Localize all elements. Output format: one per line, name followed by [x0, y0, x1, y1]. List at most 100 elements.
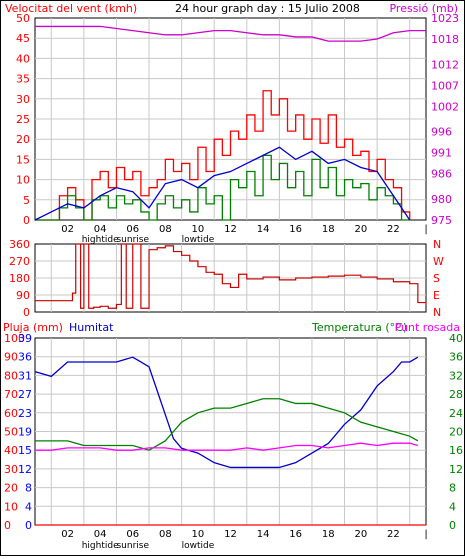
temperature-tick-label: 32: [449, 369, 463, 382]
x-tick-label: 02: [61, 224, 74, 235]
wind-tick-label: 0: [23, 214, 30, 227]
x-tick-label: 12: [224, 224, 237, 235]
direction-tick-label: 360: [9, 238, 30, 251]
wind-tick-label: 40: [16, 52, 30, 65]
series-line-pressi-: [35, 25, 426, 42]
temperature-tick-label: 12: [449, 463, 463, 476]
pressure-tick-label: 996: [431, 126, 452, 139]
pressure-tick-label: 1023: [431, 12, 459, 25]
wind-tick-label: 15: [16, 153, 30, 166]
pressure-tick-label: 1018: [431, 33, 459, 46]
pressure-tick-label: 980: [431, 193, 452, 206]
x-tick-label: 14: [257, 529, 270, 540]
x-tick-label: 20: [354, 529, 367, 540]
humidity-tick-label: 12: [18, 463, 32, 476]
x-axis-ticks-top: 02 04 06 08 10 12 14 16 18 20 22 |: [61, 224, 427, 235]
x-tick-label: 02: [61, 529, 74, 540]
series-line-direction: [35, 243, 427, 309]
rain-tick-label: 90: [4, 351, 18, 364]
rain-tick-label: 0: [4, 519, 11, 532]
x-tick-label: 22: [387, 529, 400, 540]
pressure-title: Pressió (mb): [389, 2, 458, 15]
temperature-tick-label: 0: [449, 519, 456, 532]
x-tick-label: 04: [94, 529, 107, 540]
wind-tick-label: 50: [16, 12, 30, 25]
series-line-mitjana-vent: [34, 146, 411, 221]
x-tick-label: |: [424, 224, 427, 235]
x-tick-label: 08: [159, 529, 172, 540]
compass-tick-label: E: [433, 289, 440, 302]
direction-tick-label: 90: [16, 289, 30, 302]
pressure-axis-ticks: 1023 1018 1012 1007 1002 996 991 986 980 975: [431, 12, 459, 227]
x-tick-label: 10: [192, 224, 205, 235]
x-tick-label: 10: [192, 529, 205, 540]
humidity-tick-label: 36: [18, 351, 32, 364]
pressure-tick-label: 1002: [431, 100, 459, 113]
x-annotation-label: lowtide: [182, 235, 215, 245]
direction-tick-label: 180: [9, 272, 30, 285]
x-tick-label: 22: [387, 224, 400, 235]
direction-axis-ticks: 360 270 180 90 0: [9, 238, 30, 319]
rain-tick-label: 20: [4, 482, 18, 495]
compass-tick-label: N: [433, 238, 441, 251]
compass-tick-label: N: [433, 306, 441, 319]
x-tick-label: 20: [354, 224, 367, 235]
rain-tick-label: 60: [4, 407, 18, 420]
wind-panel-series: [34, 25, 426, 221]
direction-tick-label: 0: [23, 306, 30, 319]
humidity-tick-label: 27: [18, 388, 32, 401]
pressure-tick-label: 1007: [431, 79, 459, 92]
wind-title: Velocitat del vent (kmh): [5, 2, 137, 15]
x-annotation-label: hightide: [82, 235, 119, 245]
direction-tick-label: 270: [9, 255, 30, 268]
rain-tick-label: 50: [4, 426, 18, 439]
humidity-panel-series: [34, 356, 426, 526]
pressure-tick-label: 975: [431, 214, 452, 227]
humidity-tick-label: 39: [18, 332, 32, 345]
temperature-tick-label: 28: [449, 388, 463, 401]
humidity-tick-label: 19: [18, 426, 32, 439]
rain-tick-label: 30: [4, 463, 18, 476]
series-line-ratxa: [35, 90, 411, 221]
humidity-title: Humitat: [69, 321, 114, 334]
wind-tick-label: 20: [16, 133, 30, 146]
x-tick-label: 14: [257, 224, 270, 235]
series-line-temperatura: [35, 398, 419, 451]
x-annotation-label: lowtide: [182, 541, 215, 551]
x-annotation-label: sunrise: [116, 541, 149, 551]
rain-tick-label: 40: [4, 444, 18, 457]
wind-tick-label: 30: [16, 93, 30, 106]
x-annotation-label: hightide: [82, 541, 119, 551]
x-tick-label: 18: [322, 529, 335, 540]
temperature-tick-label: 20: [449, 426, 463, 439]
x-tick-label: 06: [126, 224, 139, 235]
x-tick-label: |: [424, 529, 427, 540]
rain-humidity-axis-ticks: 1009080706050403020100393631272319151284…: [4, 332, 32, 532]
x-tick-label: 16: [289, 224, 302, 235]
center-title: 24 hour graph day : 15 Julio 2008: [175, 2, 360, 15]
humidity-tick-label: 31: [18, 369, 32, 382]
temperature-tick-label: 36: [449, 351, 463, 364]
compass-tick-label: W: [433, 255, 444, 268]
x-tick-label: 06: [126, 529, 139, 540]
x-axis-ticks-bottom: 02 04 06 08 10 12 14 16 18 20 22 |: [61, 529, 427, 540]
pressure-tick-label: 1012: [431, 58, 459, 71]
pressure-tick-label: 991: [431, 147, 452, 160]
humidity-tick-label: 0: [25, 519, 32, 532]
wind-tick-label: 25: [16, 113, 30, 126]
series-line-punt-rosada: [35, 442, 419, 451]
x-tick-label: 18: [322, 224, 335, 235]
humidity-tick-label: 15: [18, 444, 32, 457]
humidity-tick-label: 23: [18, 407, 32, 420]
x-tick-label: 12: [224, 529, 237, 540]
dewpoint-title: Punt rosada: [395, 321, 460, 334]
x-annotation-label: sunrise: [116, 235, 149, 245]
direction-panel-series: [35, 243, 427, 309]
humidity-tick-label: 8: [25, 482, 32, 495]
series-line-humitat: [34, 356, 419, 469]
